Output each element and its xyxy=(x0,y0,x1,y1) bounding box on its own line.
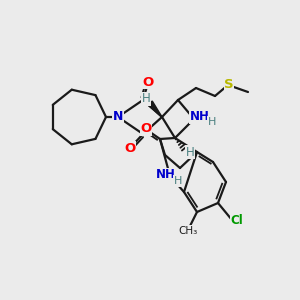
Text: O: O xyxy=(124,142,136,154)
Text: S: S xyxy=(224,77,234,91)
Text: O: O xyxy=(142,76,154,88)
Text: Cl: Cl xyxy=(231,214,243,227)
Text: NH: NH xyxy=(156,169,176,182)
Polygon shape xyxy=(148,101,162,117)
Text: O: O xyxy=(140,122,152,136)
Text: H: H xyxy=(186,146,194,158)
Text: CH₃: CH₃ xyxy=(178,226,198,236)
Text: NH: NH xyxy=(190,110,210,124)
Text: H: H xyxy=(208,117,216,127)
Text: H: H xyxy=(142,92,150,106)
Text: N: N xyxy=(113,110,123,124)
Text: H: H xyxy=(174,176,182,186)
